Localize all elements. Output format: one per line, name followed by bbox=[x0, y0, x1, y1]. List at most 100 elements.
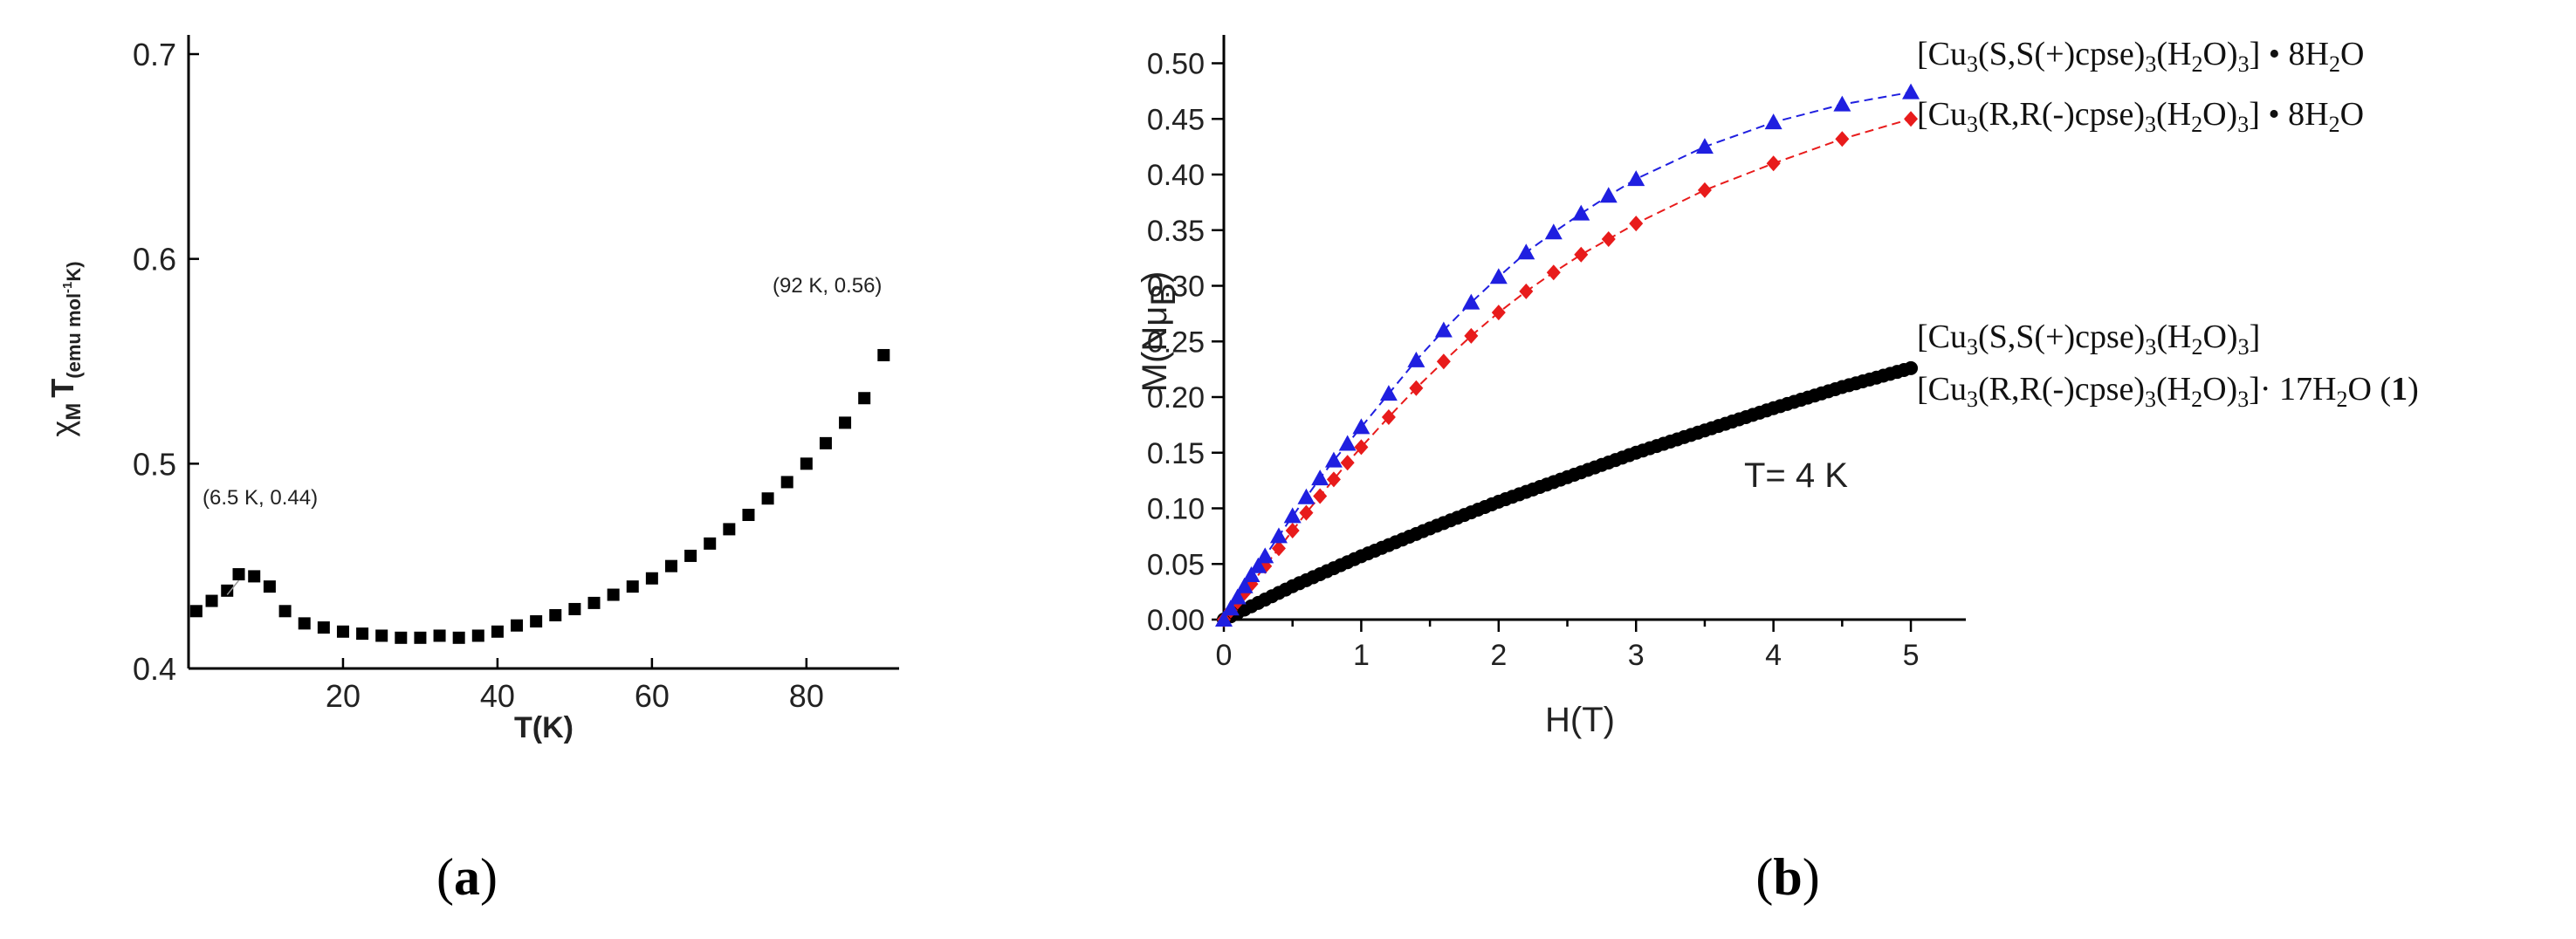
y-label-units-sup: -1 bbox=[60, 282, 75, 293]
series-red-point bbox=[1904, 111, 1919, 127]
panel-b-y-tick-label: 0.40 bbox=[1147, 159, 1205, 192]
series-blue-point bbox=[1462, 293, 1480, 310]
series-red-point bbox=[1436, 353, 1451, 370]
panel-b-y-tick-label: 0.15 bbox=[1147, 437, 1205, 470]
series-1-point bbox=[1904, 360, 1919, 375]
series-blue-point bbox=[1434, 321, 1453, 338]
panel-a-data-point bbox=[189, 605, 203, 618]
panel-a-data-point bbox=[742, 509, 755, 521]
panel-a-data-point bbox=[645, 572, 658, 585]
y-label-t: T bbox=[45, 379, 80, 398]
panel-a-data-point bbox=[278, 605, 292, 618]
panel-a-data-point bbox=[221, 584, 234, 597]
series-blue-point bbox=[1283, 507, 1302, 524]
panel-a-data-point bbox=[723, 523, 736, 536]
series-blue-point bbox=[1215, 611, 1233, 627]
series-red-point bbox=[1326, 471, 1341, 488]
panel-b-y-tick-label: 0.35 bbox=[1147, 215, 1205, 248]
series-red-point bbox=[1766, 155, 1781, 172]
series-blue-point bbox=[1902, 83, 1920, 99]
series-red-point bbox=[1835, 131, 1850, 147]
legend-entry-3b: [Cu3(R,R(-)cpse)3(H2O)3]· 17H2O (1) bbox=[1917, 371, 2419, 412]
series-blue-point bbox=[1352, 418, 1370, 435]
series-blue-point bbox=[1489, 268, 1508, 284]
panel-b-letter: b bbox=[1773, 848, 1802, 906]
panel-a-y-tick-label: 0.5 bbox=[133, 446, 176, 482]
panel-a-x-label: T(K) bbox=[514, 711, 574, 744]
panel-b-x-tick-label: 5 bbox=[1903, 639, 1920, 672]
panel-b-y-label: M(NμB) bbox=[1136, 271, 1183, 393]
series-blue-point bbox=[1242, 566, 1261, 582]
panel-a-data-point bbox=[205, 594, 218, 607]
panel-a-x-tick-label: 60 bbox=[635, 678, 670, 714]
panel-a-chart: 20 40 60 80 0.4 0.5 0.6 0.7 (6.5 K, 0.44) (92 K… bbox=[45, 35, 899, 906]
panel-a-data-point bbox=[491, 625, 504, 638]
series-blue-point bbox=[1311, 470, 1329, 486]
series-red-point bbox=[1409, 380, 1424, 396]
panel-a-annotation-max: (92 K, 0.56) bbox=[773, 274, 882, 298]
panel-a-data-point bbox=[664, 559, 677, 572]
panel-b-y-tick-label: 0.00 bbox=[1147, 604, 1205, 637]
series-blue-point bbox=[1324, 451, 1343, 468]
panel-b-y-tick-label: 0.25 bbox=[1147, 326, 1205, 359]
series-blue-point bbox=[1297, 488, 1315, 504]
panel-b-y-tick-label: 0.45 bbox=[1147, 103, 1205, 136]
panel-b-legend: [Cu3(S,S(+)cpse)3(H2O)3] • 8H2O [Cu3(R,R… bbox=[1917, 36, 2419, 412]
panel-a-data-point bbox=[232, 568, 245, 581]
panel-a-data-point bbox=[530, 615, 543, 628]
panel-a-data-point bbox=[511, 619, 524, 632]
panel-a-data-point bbox=[356, 627, 369, 641]
series-blue-line bbox=[1223, 91, 1912, 620]
legend-entry-3a: [Cu3(S,S(+)cpse)3(H2O)3] bbox=[1917, 319, 2260, 360]
series-red-point bbox=[1299, 504, 1314, 521]
series-red-point bbox=[1601, 230, 1616, 247]
panel-a-data-point bbox=[800, 457, 813, 470]
panel-a-data-point bbox=[375, 629, 388, 642]
panel-a-ticks: 20 40 60 80 0.4 0.5 0.6 0.7 bbox=[133, 37, 824, 714]
series-red-point bbox=[1271, 540, 1286, 557]
panel-a-annotation-min: (6.5 K, 0.44) bbox=[203, 486, 318, 510]
panel-b-x-tick-label: 4 bbox=[1765, 639, 1782, 672]
series-red-point bbox=[1697, 182, 1712, 198]
panel-a-data-point bbox=[761, 492, 774, 505]
panel-a-data-point bbox=[248, 570, 261, 583]
series-red-point bbox=[1340, 455, 1355, 471]
panel-b-y-tick-label: 0.30 bbox=[1147, 271, 1205, 304]
panel-a-data-point bbox=[607, 588, 620, 601]
panel-b-y-tick-label: 0.05 bbox=[1147, 548, 1205, 581]
panel-a-y-tick-label: 0.6 bbox=[133, 242, 176, 278]
panel-a-data-point bbox=[395, 631, 408, 644]
y-label-m-sub: M bbox=[62, 403, 86, 421]
panel-a-data-point bbox=[626, 580, 639, 593]
series-blue-point bbox=[1544, 223, 1563, 240]
series-blue-point bbox=[1517, 243, 1535, 260]
series-blue-point bbox=[1249, 557, 1267, 573]
series-red-point bbox=[1285, 523, 1300, 538]
series-blue-point bbox=[1221, 600, 1240, 616]
panel-a-data-point bbox=[819, 436, 832, 449]
series-blue-point bbox=[1269, 527, 1288, 544]
panel-a-data-point bbox=[684, 549, 697, 562]
panel-b-y-tick-label: 0.10 bbox=[1147, 493, 1205, 526]
panel-b-chart: 0 1 2 3 4 5 0.00 0.05 0.10 0.15 0.20 0.25 0.30 0.35 0.… bbox=[1136, 35, 2419, 906]
panel-a-data-point bbox=[414, 631, 427, 644]
series-blue-point bbox=[1235, 577, 1254, 593]
panel-a-data-point bbox=[471, 629, 484, 642]
panel-a-y-tick-label: 0.7 bbox=[133, 37, 176, 72]
panel-a-letter: a bbox=[454, 848, 480, 906]
series-red-point bbox=[1519, 283, 1534, 299]
panel-b-y-tick-label: 0.20 bbox=[1147, 381, 1205, 415]
panel-b-ticks: 0 1 2 3 4 5 0.00 0.05 0.10 0.15 0.20 0.25 0.30 0.35 0.… bbox=[1147, 48, 1920, 673]
panel-b-x-tick-label: 0 bbox=[1216, 639, 1233, 672]
panel-b-x-tick-label: 3 bbox=[1628, 639, 1645, 672]
panel-a-data-point bbox=[263, 580, 276, 593]
y-label-sub: B bbox=[1144, 283, 1183, 306]
series-blue-point bbox=[1256, 547, 1274, 564]
panel-a-data-point bbox=[298, 617, 311, 630]
panel-a-data-point bbox=[549, 608, 562, 621]
panel-b-y-tick-label: 0.50 bbox=[1147, 48, 1205, 81]
panel-a-data-point bbox=[839, 416, 852, 429]
panel-b-label: (b) bbox=[1755, 848, 1819, 906]
series-blue-point bbox=[1572, 204, 1590, 221]
